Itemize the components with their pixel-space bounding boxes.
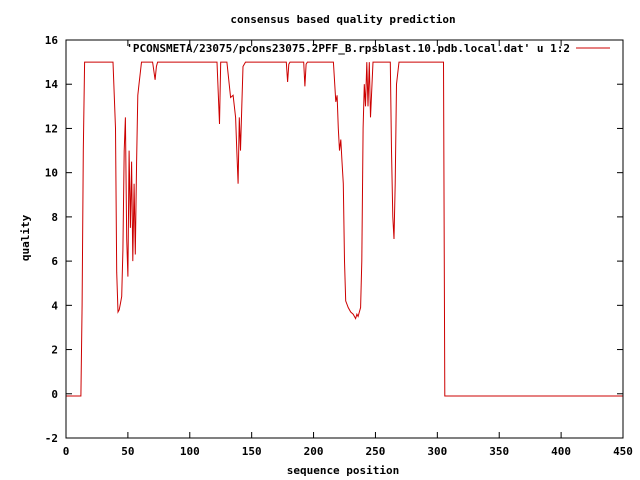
x-tick-label: 150 [242, 445, 262, 458]
x-tick-label: 0 [63, 445, 70, 458]
y-tick-label: 16 [45, 34, 59, 47]
axis-ticks: 0 50 100 150 200 250 300 350 400 450 -2 0 2 4 6 8 10 12 14… [45, 34, 633, 458]
x-tick-label: 100 [180, 445, 200, 458]
plot-series [66, 61, 623, 397]
y-tick-label: 12 [45, 122, 58, 135]
x-axis-label: sequence position [287, 464, 400, 477]
x-tick-label: 200 [304, 445, 324, 458]
chart-title: consensus based quality prediction [230, 13, 455, 26]
y-tick-label: 10 [45, 167, 58, 180]
y-tick-label: 4 [51, 299, 58, 312]
x-tick-label: 450 [613, 445, 633, 458]
y-axis-label: quality [19, 214, 32, 261]
x-tick-label: 50 [121, 445, 134, 458]
y-tick-label: 8 [51, 211, 58, 224]
legend-label: 'PCONSMETA/23075/pcons23075.2PFF_B.rpsbl… [126, 42, 570, 55]
y-tick-label: 6 [51, 255, 58, 268]
x-tick-label: 250 [366, 445, 386, 458]
series-line-0 [66, 61, 623, 397]
y-tick-label: 2 [51, 344, 58, 357]
x-tick-label: 350 [489, 445, 509, 458]
plot-frame [65, 39, 624, 439]
y-tick-label: -2 [45, 432, 58, 445]
x-tick-label: 400 [551, 445, 571, 458]
y-tick-label: 0 [51, 388, 58, 401]
x-tick-label: 300 [427, 445, 447, 458]
y-tick-label: 14 [45, 78, 59, 91]
